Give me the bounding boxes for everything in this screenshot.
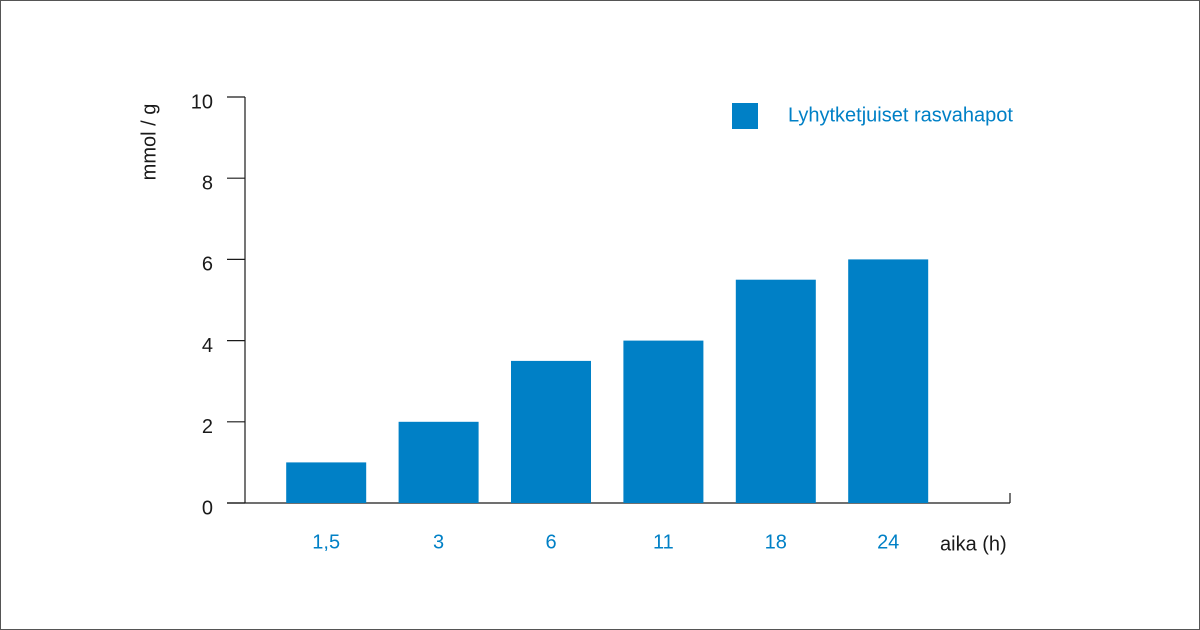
y-tick-label: 10: [191, 91, 213, 113]
x-tick-label: 6: [545, 531, 556, 553]
x-tick-label: 1,5: [312, 531, 340, 553]
x-tick-label: 11: [653, 531, 674, 553]
x-tick-label: 3: [433, 531, 444, 553]
legend-label: Lyhytketjuiset rasvahapot: [788, 104, 1013, 126]
y-tick-label: 2: [202, 416, 213, 438]
bar: [286, 462, 367, 503]
y-tick-label: 4: [202, 335, 213, 357]
bar: [623, 340, 704, 503]
y-tick-label: 0: [202, 497, 213, 519]
legend-swatch: [732, 103, 758, 129]
y-tick-label: 6: [202, 254, 213, 276]
bar: [511, 360, 591, 503]
bar: [398, 421, 479, 503]
y-tick-label: 8: [202, 172, 213, 194]
x-tick-label: 24: [877, 531, 899, 553]
x-axis-label: aika (h): [940, 533, 1007, 555]
x-tick-label: 18: [765, 531, 787, 553]
bar: [735, 279, 816, 503]
bar: [848, 259, 929, 503]
y-axis-label: mmol / g: [138, 104, 160, 181]
